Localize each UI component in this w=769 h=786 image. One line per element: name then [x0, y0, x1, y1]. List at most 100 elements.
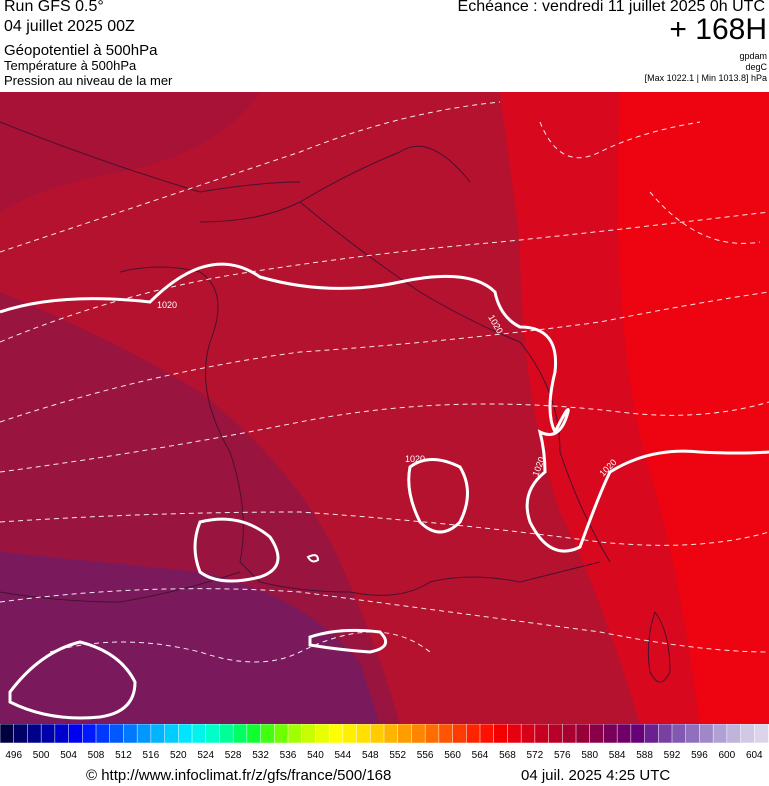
- color-swatch: [493, 724, 509, 744]
- unit: degC: [745, 62, 767, 72]
- colorbar: 496 500 504 508 512 516 520 524 528 532 536 540 544 5…: [0, 724, 769, 761]
- scale-label: 524: [197, 750, 214, 761]
- scale-label: 504: [60, 750, 77, 761]
- color-swatch: [534, 724, 550, 744]
- color-swatch: [150, 724, 166, 744]
- scale-label: 580: [581, 750, 598, 761]
- color-swatch: [328, 724, 344, 744]
- color-swatch: [712, 724, 728, 744]
- color-swatch: [699, 724, 714, 744]
- color-swatch: [630, 724, 646, 744]
- color-swatch: [356, 724, 372, 744]
- color-swatch: [685, 724, 701, 744]
- isobars: [0, 262, 769, 720]
- color-swatch: [136, 724, 152, 744]
- color-swatch: [754, 724, 769, 744]
- scale-label: 596: [691, 750, 708, 761]
- color-swatch: [205, 724, 221, 744]
- scale-label: 552: [389, 750, 406, 761]
- color-swatch: [232, 724, 248, 744]
- color-swatch: [178, 724, 193, 744]
- color-swatch: [164, 724, 180, 744]
- echeance: Echéance : vendredi 11 juillet 2025 0h U…: [457, 0, 765, 15]
- field: Température à 500hPa: [4, 58, 137, 73]
- scale-label: 564: [472, 750, 489, 761]
- scale-label: 560: [444, 750, 461, 761]
- color-swatch: [68, 724, 84, 744]
- scale-label: 592: [664, 750, 681, 761]
- color-swatch: [726, 724, 742, 744]
- coastlines: [0, 121, 671, 683]
- range: [Max 1022.1 | Min 1013.8] hPa: [644, 73, 767, 83]
- unit: gpdam: [739, 51, 767, 61]
- color-swatch: [671, 724, 687, 744]
- color-swatch: [287, 724, 303, 744]
- color-swatch: [260, 724, 276, 744]
- color-swatch: [123, 724, 138, 744]
- color-swatch: [424, 724, 440, 744]
- scale-label: 540: [307, 750, 324, 761]
- color-swatch: [589, 724, 605, 744]
- color-swatch: [548, 724, 564, 744]
- color-swatch: [603, 724, 618, 744]
- color-swatch: [562, 724, 577, 744]
- color-swatch: [0, 724, 15, 744]
- color-swatch: [246, 724, 262, 744]
- color-swatch: [438, 724, 454, 744]
- scale-label: 508: [88, 750, 105, 761]
- color-swatch: [27, 724, 42, 744]
- color-swatch: [109, 724, 125, 744]
- scale-label: 536: [280, 750, 297, 761]
- color-swatch: [411, 724, 426, 744]
- color-swatch: [575, 724, 591, 744]
- color-swatch: [370, 724, 385, 744]
- run-date: 04 juillet 2025 00Z: [4, 18, 135, 35]
- run: Run GFS 0.5°: [4, 0, 104, 15]
- cool-zone: [0, 92, 260, 212]
- scale-label: 544: [335, 750, 352, 761]
- scale-label: 600: [719, 750, 736, 761]
- scale-label: 556: [417, 750, 434, 761]
- color-swatch: [479, 724, 495, 744]
- color-swatch: [616, 724, 632, 744]
- scale-label: 572: [527, 750, 544, 761]
- scale-label: 528: [225, 750, 242, 761]
- color-swatch: [507, 724, 522, 744]
- color-swatch: [644, 724, 660, 744]
- forecast-hours: + 168H: [669, 13, 767, 46]
- source-url: © http://www.infoclimat.fr/z/gfs/france/…: [86, 767, 392, 784]
- color-swatch: [82, 724, 97, 744]
- scale-label: 548: [362, 750, 379, 761]
- scale-label: 500: [33, 750, 50, 761]
- timestamp: 04 juil. 2025 4:25 UTC: [521, 767, 671, 784]
- color-swatch: [658, 724, 673, 744]
- isobar-label: 1020: [157, 300, 177, 310]
- color-swatch: [342, 724, 358, 744]
- scale-label: 568: [499, 750, 516, 761]
- field: Pression au niveau de la mer: [4, 73, 173, 88]
- color-swatch: [301, 724, 317, 744]
- color-swatch: [740, 724, 756, 744]
- map: 1020 1020 1020 1020 1020: [0, 92, 769, 724]
- color-swatch: [397, 724, 413, 744]
- scale-label: 516: [143, 750, 160, 761]
- temperature-contours: [0, 101, 769, 663]
- color-swatch: [274, 724, 289, 744]
- color-swatch: [383, 724, 399, 744]
- color-swatch: [54, 724, 70, 744]
- scale-label: 520: [170, 750, 187, 761]
- scale-label: 604: [746, 750, 763, 761]
- color-swatch: [452, 724, 468, 744]
- scale-label: 532: [252, 750, 269, 761]
- color-swatch: [95, 724, 111, 744]
- field: Géopotentiel à 500hPa: [4, 42, 158, 59]
- color-swatch: [13, 724, 29, 744]
- scale-label: 588: [636, 750, 653, 761]
- color-swatch: [191, 724, 207, 744]
- isobar-label: 1020: [405, 454, 425, 464]
- scale-label: 512: [115, 750, 132, 761]
- scale-label: 576: [554, 750, 571, 761]
- color-swatch: [40, 724, 56, 744]
- scale-label: 584: [609, 750, 626, 761]
- cool-zone: [0, 552, 380, 724]
